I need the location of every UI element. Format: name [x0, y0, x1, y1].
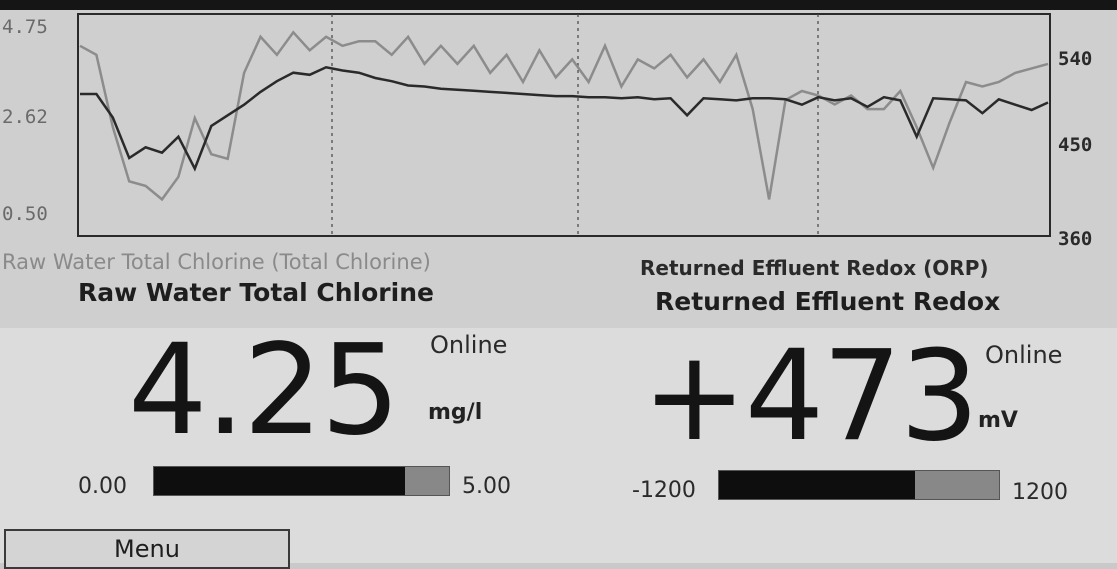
redox-legend: Returned Effluent Redox (ORP)	[640, 256, 989, 280]
trend-chart	[77, 13, 1051, 237]
chlorine-range-max: 5.00	[462, 474, 511, 499]
redox-status: Online	[985, 341, 1063, 369]
redox-unit: mV	[978, 408, 1018, 433]
redox-title: Returned Effluent Redox	[655, 287, 1001, 316]
chlorine-status: Online	[430, 331, 508, 359]
left-axis-tick-max: 4.75	[2, 16, 48, 38]
chlorine-level-fill	[154, 467, 405, 495]
redox-level-fill	[719, 471, 915, 499]
trend-area: 4.75 2.62 0.50 540 450 360 Raw Water Tot…	[0, 10, 1117, 328]
right-axis-tick-max: 540	[1058, 48, 1093, 70]
left-axis-tick-mid: 2.62	[2, 106, 48, 128]
chlorine-value: 4.25	[128, 318, 400, 463]
plot-frame	[77, 13, 1051, 237]
chlorine-level-bar	[153, 466, 450, 496]
right-axis-tick-min: 360	[1058, 228, 1093, 250]
menu-button[interactable]: Menu	[4, 529, 290, 569]
left-axis-tick-min: 0.50	[2, 203, 48, 225]
readings-area: 4.25 Online mg/l 0.00 5.00 +473 Online m…	[0, 328, 1117, 563]
chlorine-trend-line	[79, 30, 1049, 202]
chlorine-legend: Raw Water Total Chlorine (Total Chlorine…	[2, 250, 431, 274]
redox-level-bar	[718, 470, 1000, 500]
chlorine-unit: mg/l	[428, 400, 483, 425]
right-axis-tick-mid: 450	[1058, 134, 1093, 156]
chlorine-title: Raw Water Total Chlorine	[78, 278, 434, 307]
redox-range-max: 1200	[1012, 480, 1068, 505]
top-status-bar	[0, 0, 1117, 10]
redox-trend-line	[80, 65, 1049, 172]
redox-range-min: -1200	[632, 478, 696, 503]
redox-value: +473	[642, 324, 979, 469]
chlorine-range-min: 0.00	[78, 474, 127, 499]
